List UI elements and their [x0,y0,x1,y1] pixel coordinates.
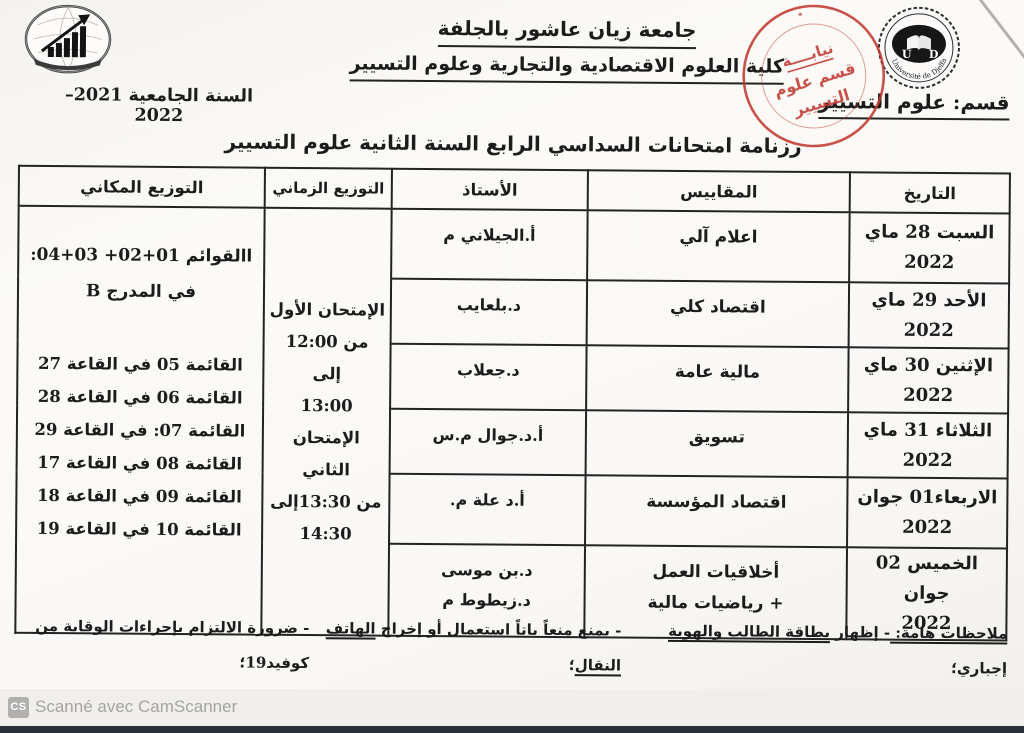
camscanner-watermark-bar: CS Scanné avec CamScanner [0,689,1024,726]
date-cell: الأحد 29 ماي 2022 [848,282,1010,349]
date-cell: الاربعاء01 جوان 2022 [847,477,1008,549]
camscanner-watermark-text: Scanné avec CamScanner [35,697,238,716]
header-university-name: جامعة زيان عاشور بالجلفة [367,15,767,50]
professor-cell: أ.د علة م. [389,473,586,546]
date-cell: السبت 28 ماي 2022 [849,212,1010,284]
note-line: - ضرورة الالتزام بإجراءات الوقاية من كوف… [35,616,310,673]
column-header-date: التاريخ [849,172,1010,214]
location-distribution-cell: االقوائم 01+02+ 03+04: في المدرج B القائ… [15,205,265,635]
academic-year-label: السنة الجامعية 2021–2022 [64,85,254,127]
camscanner-icon: CS [8,697,29,718]
subject-cell: تسويق [585,410,849,478]
professor-cell: د.بلعايب [390,278,588,346]
professor-cell: د.جعلاب [390,343,587,411]
subject-cell: اقتصاد كلي [586,280,850,348]
photo-bottom-edge [0,726,1024,733]
exam-schedule-table: التاريخ المقاييس الأستاذ التوزيع الزماني… [14,165,1011,642]
column-header-location: التوزيع المكاني [18,165,265,208]
header-faculty-name: كلية العلوم الاقتصادية والتجارية وعلوم ا… [347,52,787,85]
date-cell: الثلاثاء 31 ماي 2022 [847,412,1009,479]
svg-text:٭ جامعة زيان عاشور بالجلفة ٭ ك: ٭ جامعة زيان عاشور بالجلفة ٭ كلية العلوم… [718,0,805,45]
covid-note: - ضرورة الالتزام بإجراءات الوقاية من كوف… [9,609,310,681]
university-logo-icon: U D Université de Djelfa [877,6,960,89]
time-distribution-cell: الإمتحان الأول من 12:00 إلى 13:00 الإمتح… [261,207,392,636]
note-line: - يمنع منعاً باتاً استعمال أو إخراج الها… [325,619,622,675]
svg-text:U: U [902,48,912,61]
date-cell: الإثنين 30 ماي 2022 [848,347,1009,414]
professor-cell: أ.الجيلاني م [391,208,588,281]
column-header-time: التوزيع الزماني [264,167,392,209]
faculty-logo-icon [24,4,112,74]
note-line: ملاحظات هامة: - إظهار بطاقة الطالب والهو… [668,621,1008,678]
subject-cell: اعلام آلي [587,210,850,283]
column-header-professor: الأستاذ [391,168,588,211]
subject-cell: اقتصاد المؤسسة [585,475,848,548]
professor-cell: أ.د.جوال م.س [389,408,587,476]
subject-cell: مالية عامة [586,345,849,413]
svg-text:D: D [929,48,939,61]
table-row: السبت 28 ماي 2022 اعلام آلي أ.الجيلاني م … [15,205,1010,636]
column-header-subject: المقاييس [587,170,850,213]
paper-corner-edge [976,0,1024,90]
